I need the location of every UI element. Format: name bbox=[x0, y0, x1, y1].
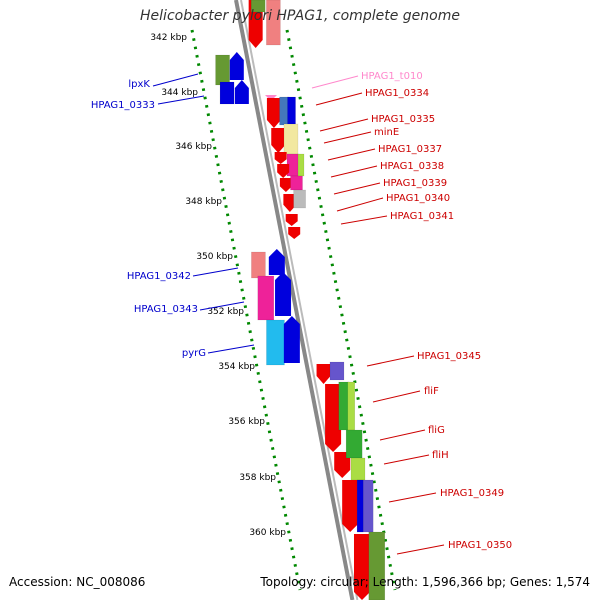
gene-label-right: fliF bbox=[424, 386, 439, 397]
gene-block bbox=[345, 429, 363, 459]
gene-block bbox=[338, 381, 350, 431]
gene-block bbox=[350, 457, 366, 481]
gene-label-right: HPAG1_0334 bbox=[365, 88, 429, 99]
gene-arrow bbox=[283, 316, 300, 363]
gene-label-right: HPAG1_0340 bbox=[386, 193, 450, 204]
label-leader-line bbox=[199, 301, 245, 311]
gene-arrow bbox=[279, 178, 292, 192]
left-kbp-axis bbox=[190, 29, 302, 591]
gene-arrow bbox=[229, 52, 244, 80]
label-leader-line bbox=[315, 92, 363, 106]
gene-label-right: HPAG1_0345 bbox=[417, 351, 481, 362]
accession-text: Accession: NC_008086 bbox=[9, 575, 146, 589]
label-leader-line bbox=[340, 215, 388, 225]
gene-label-right: HPAG1_0338 bbox=[380, 161, 444, 172]
gene-label-right: HPAG1_0341 bbox=[390, 211, 454, 222]
gene-arrow bbox=[274, 152, 287, 164]
gene-arrow bbox=[266, 98, 281, 128]
gene-arrow bbox=[271, 128, 286, 153]
gene-block bbox=[347, 381, 356, 431]
gene-arrow bbox=[325, 384, 342, 452]
label-leader-line bbox=[366, 355, 415, 367]
kbp-tick-label: 346 kbp bbox=[175, 142, 212, 152]
gene-label-right: HPAG1_0335 bbox=[371, 114, 435, 125]
gene-label-right: HPAG1_0350 bbox=[448, 540, 512, 551]
kbp-tick-label: 344 kbp bbox=[161, 88, 198, 98]
gene-arrow bbox=[316, 364, 331, 384]
gene-arrow bbox=[342, 480, 359, 532]
gene-block bbox=[251, 251, 266, 279]
gene-block bbox=[287, 96, 296, 126]
kbp-tick-label: 352 kbp bbox=[207, 307, 244, 317]
gene-label-right: HPAG1_0339 bbox=[383, 178, 447, 189]
label-leader-line bbox=[333, 182, 381, 195]
kbp-tick-label: 358 kbp bbox=[239, 473, 276, 483]
gene-arrow bbox=[277, 164, 290, 178]
genome-backbone-edge bbox=[240, 0, 359, 600]
gene-block bbox=[215, 54, 230, 86]
kbp-tick-label: 350 kbp bbox=[196, 252, 233, 262]
gene-arrow bbox=[268, 249, 285, 275]
label-leader-line bbox=[383, 454, 430, 465]
label-leader-line bbox=[336, 197, 384, 212]
gene-label-left: lpxK bbox=[128, 79, 150, 90]
gene-block bbox=[250, 0, 266, 13]
gene-block bbox=[219, 81, 235, 105]
gene-label-right: fliG bbox=[428, 425, 445, 436]
gene-label-right: minE bbox=[374, 127, 399, 138]
gene-label-left: HPAG1_0342 bbox=[127, 271, 191, 282]
gene-block bbox=[293, 189, 306, 209]
gene-block bbox=[297, 153, 305, 177]
gene-arrow bbox=[234, 80, 249, 104]
label-leader-line bbox=[319, 118, 369, 132]
genome-summary-text: Topology: circular; Length: 1,596,366 bp… bbox=[260, 575, 590, 589]
kbp-tick-label: 348 kbp bbox=[185, 197, 222, 207]
label-leader-line bbox=[396, 544, 445, 555]
label-leader-line bbox=[207, 344, 255, 354]
gene-block bbox=[290, 175, 303, 191]
label-leader-line bbox=[323, 131, 372, 144]
label-leader-line bbox=[157, 95, 205, 105]
gene-block bbox=[279, 96, 289, 126]
gene-block bbox=[266, 319, 285, 366]
label-leader-line bbox=[372, 390, 421, 403]
map-title: Helicobacter pylori HPAG1, complete geno… bbox=[140, 8, 460, 24]
gene-arrow bbox=[334, 452, 351, 478]
genome-backbone bbox=[234, 0, 355, 600]
gene-block bbox=[329, 361, 345, 381]
label-leader-line bbox=[192, 267, 239, 277]
kbp-tick-label: 354 kbp bbox=[218, 362, 255, 372]
kbp-tick-label: 342 kbp bbox=[150, 33, 187, 43]
gene-label-left: HPAG1_0333 bbox=[91, 100, 155, 111]
kbp-tick-label: 360 kbp bbox=[249, 528, 286, 538]
gene-label-left: HPAG1_0343 bbox=[134, 304, 198, 315]
gene-arrow bbox=[283, 194, 297, 212]
right-kbp-axis bbox=[285, 29, 397, 591]
label-leader-line bbox=[379, 429, 426, 441]
label-leader-line bbox=[388, 492, 437, 503]
gene-label-right: HPAG1_0337 bbox=[378, 144, 442, 155]
gene-block bbox=[266, 0, 281, 46]
gene-block bbox=[368, 531, 386, 600]
label-leader-line bbox=[330, 165, 378, 178]
gene-arrow bbox=[288, 227, 301, 239]
gene-label-right: HPAG1_0349 bbox=[440, 488, 504, 499]
gene-label-right: HPAG1_t010 bbox=[361, 71, 423, 82]
label-leader-line bbox=[327, 148, 376, 161]
kbp-tick-label: 356 kbp bbox=[228, 417, 265, 427]
gene-block bbox=[356, 479, 364, 533]
gene-block bbox=[257, 275, 275, 321]
gene-arrow bbox=[275, 272, 292, 316]
gene-block bbox=[283, 123, 299, 155]
gene-arrow bbox=[285, 214, 298, 226]
gene-label-right: fliH bbox=[432, 450, 449, 461]
gene-arrow bbox=[353, 534, 370, 600]
gene-label-left: pyrG bbox=[182, 348, 206, 359]
label-leader-line bbox=[311, 75, 359, 89]
label-leader-line bbox=[152, 73, 199, 87]
